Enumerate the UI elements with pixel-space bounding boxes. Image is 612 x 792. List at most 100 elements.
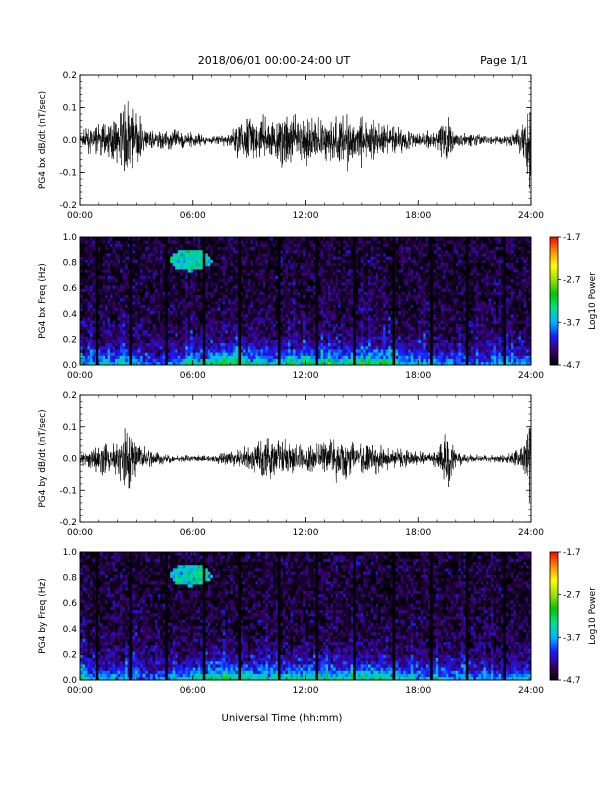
spectrogram-cell [340,336,344,340]
spectrogram-cell [285,288,289,292]
spectrogram-cell [205,259,209,263]
spectrogram-cell [195,262,199,267]
spectrogram-cell [207,259,211,263]
spectrogram-cell [368,320,372,324]
spectrogram-cell [285,336,289,340]
spectrogram-cell [295,240,299,244]
spectrogram-cell [120,256,123,260]
spectrogram-cell [180,291,184,295]
spectrogram-cell [300,349,304,353]
spectrogram-cell [368,294,372,299]
spectrogram-cell [350,336,354,340]
spectrogram-cell [272,249,276,254]
spectrogram-cell [107,349,111,353]
spectrogram-cell [132,256,136,260]
spectrogram-cell [368,285,372,289]
spectrogram-cell [300,323,304,327]
spectrogram-cell [115,294,118,299]
spectrogram-cell [275,301,279,305]
spectrogram-cell [167,339,171,343]
spectrogram-cell [127,355,131,359]
spectrogram-cell [345,240,349,244]
spectrogram-cell [323,297,326,302]
spectrogram-cell [115,291,118,295]
spectrogram-cell [82,246,86,251]
spectrogram-cell [280,304,284,308]
spectrogram-cell [142,361,146,366]
spectrogram-cell [285,323,289,327]
spectrogram-cell [82,275,86,279]
spectrogram-cell [252,237,256,241]
spectrogram-cell [350,333,354,337]
spectrogram-cell [162,361,166,366]
spectrogram-cell [122,265,126,270]
spectrogram-cell [308,323,311,327]
spectrogram-cell [335,253,339,257]
spectrogram-cell [380,269,384,273]
spectrogram-cell [157,358,161,363]
spectrogram-cell [318,291,321,295]
spectrogram-cell [323,278,326,283]
spectrogram-cell [328,326,331,331]
spectrogram-cell [217,323,221,327]
spectrogram-cell [290,304,294,308]
spectrogram-cell [125,310,129,315]
spectrogram-cell [287,281,291,286]
spectrogram-cell [295,313,299,318]
spectrogram-cell [328,313,331,318]
spectrogram-cell [115,246,118,251]
spectrogram-cell [155,256,159,260]
spectrogram-cell [167,313,171,318]
spectrogram-cell [232,342,236,347]
spectrogram-cell [280,345,284,350]
spectrogram-cell [182,249,186,254]
spectrogram-cell [335,285,339,289]
spectrogram-cell [227,243,231,247]
spectrogram-cell [280,297,284,302]
spectrogram-cell [172,339,176,343]
spectrogram-cell [182,333,186,337]
spectrogram-cell [85,262,88,267]
spectrogram-cell [368,249,372,254]
spectrogram-cell [192,361,196,366]
spectrogram-cell [225,349,229,353]
spectrogram-cell [267,288,271,292]
spectrogram-cell [345,345,349,350]
spectrogram-cell [323,253,326,257]
spectrogram-cell [333,317,336,321]
spectrogram-cell [292,246,296,251]
spectrogram-cell [365,253,369,257]
spectrogram-cell [295,288,299,292]
spectrogram-cell [310,291,314,295]
spectrogram-cell [343,355,346,359]
spectrogram-cell [363,278,367,283]
spectrogram-cell [200,307,204,311]
spectrogram-cell [295,278,299,283]
spectrogram-cell [152,262,156,267]
spectrogram-cell [290,301,294,305]
spectrogram-cell [222,243,226,247]
spectrogram-cell [117,307,121,311]
spectrogram-cell [235,345,239,350]
spectrogram-cell [292,297,296,302]
spectrogram-cell [210,256,214,260]
spectrogram-cell [230,307,234,311]
spectrogram-cell [310,352,314,356]
spectrogram-cell [302,275,306,279]
spectrogram-cell [270,336,274,340]
spectrogram-cell [187,275,191,279]
spectrogram-cell [222,291,226,295]
spectrogram-cell [117,297,121,302]
spectrogram-cell [175,323,179,327]
spectrogram-cell [135,256,139,260]
spectrogram-cell [302,237,306,241]
spectrogram-cell [355,278,359,283]
spectrogram-cell [348,259,351,263]
spectrogram-cell [180,317,184,321]
spectrogram-cell [115,249,118,254]
spectrogram-cell [230,361,234,366]
spectrogram-cell [335,355,339,359]
spectrogram-cell [380,278,384,283]
spectrogram-cell [117,349,121,353]
spectrogram-cell [255,349,259,353]
